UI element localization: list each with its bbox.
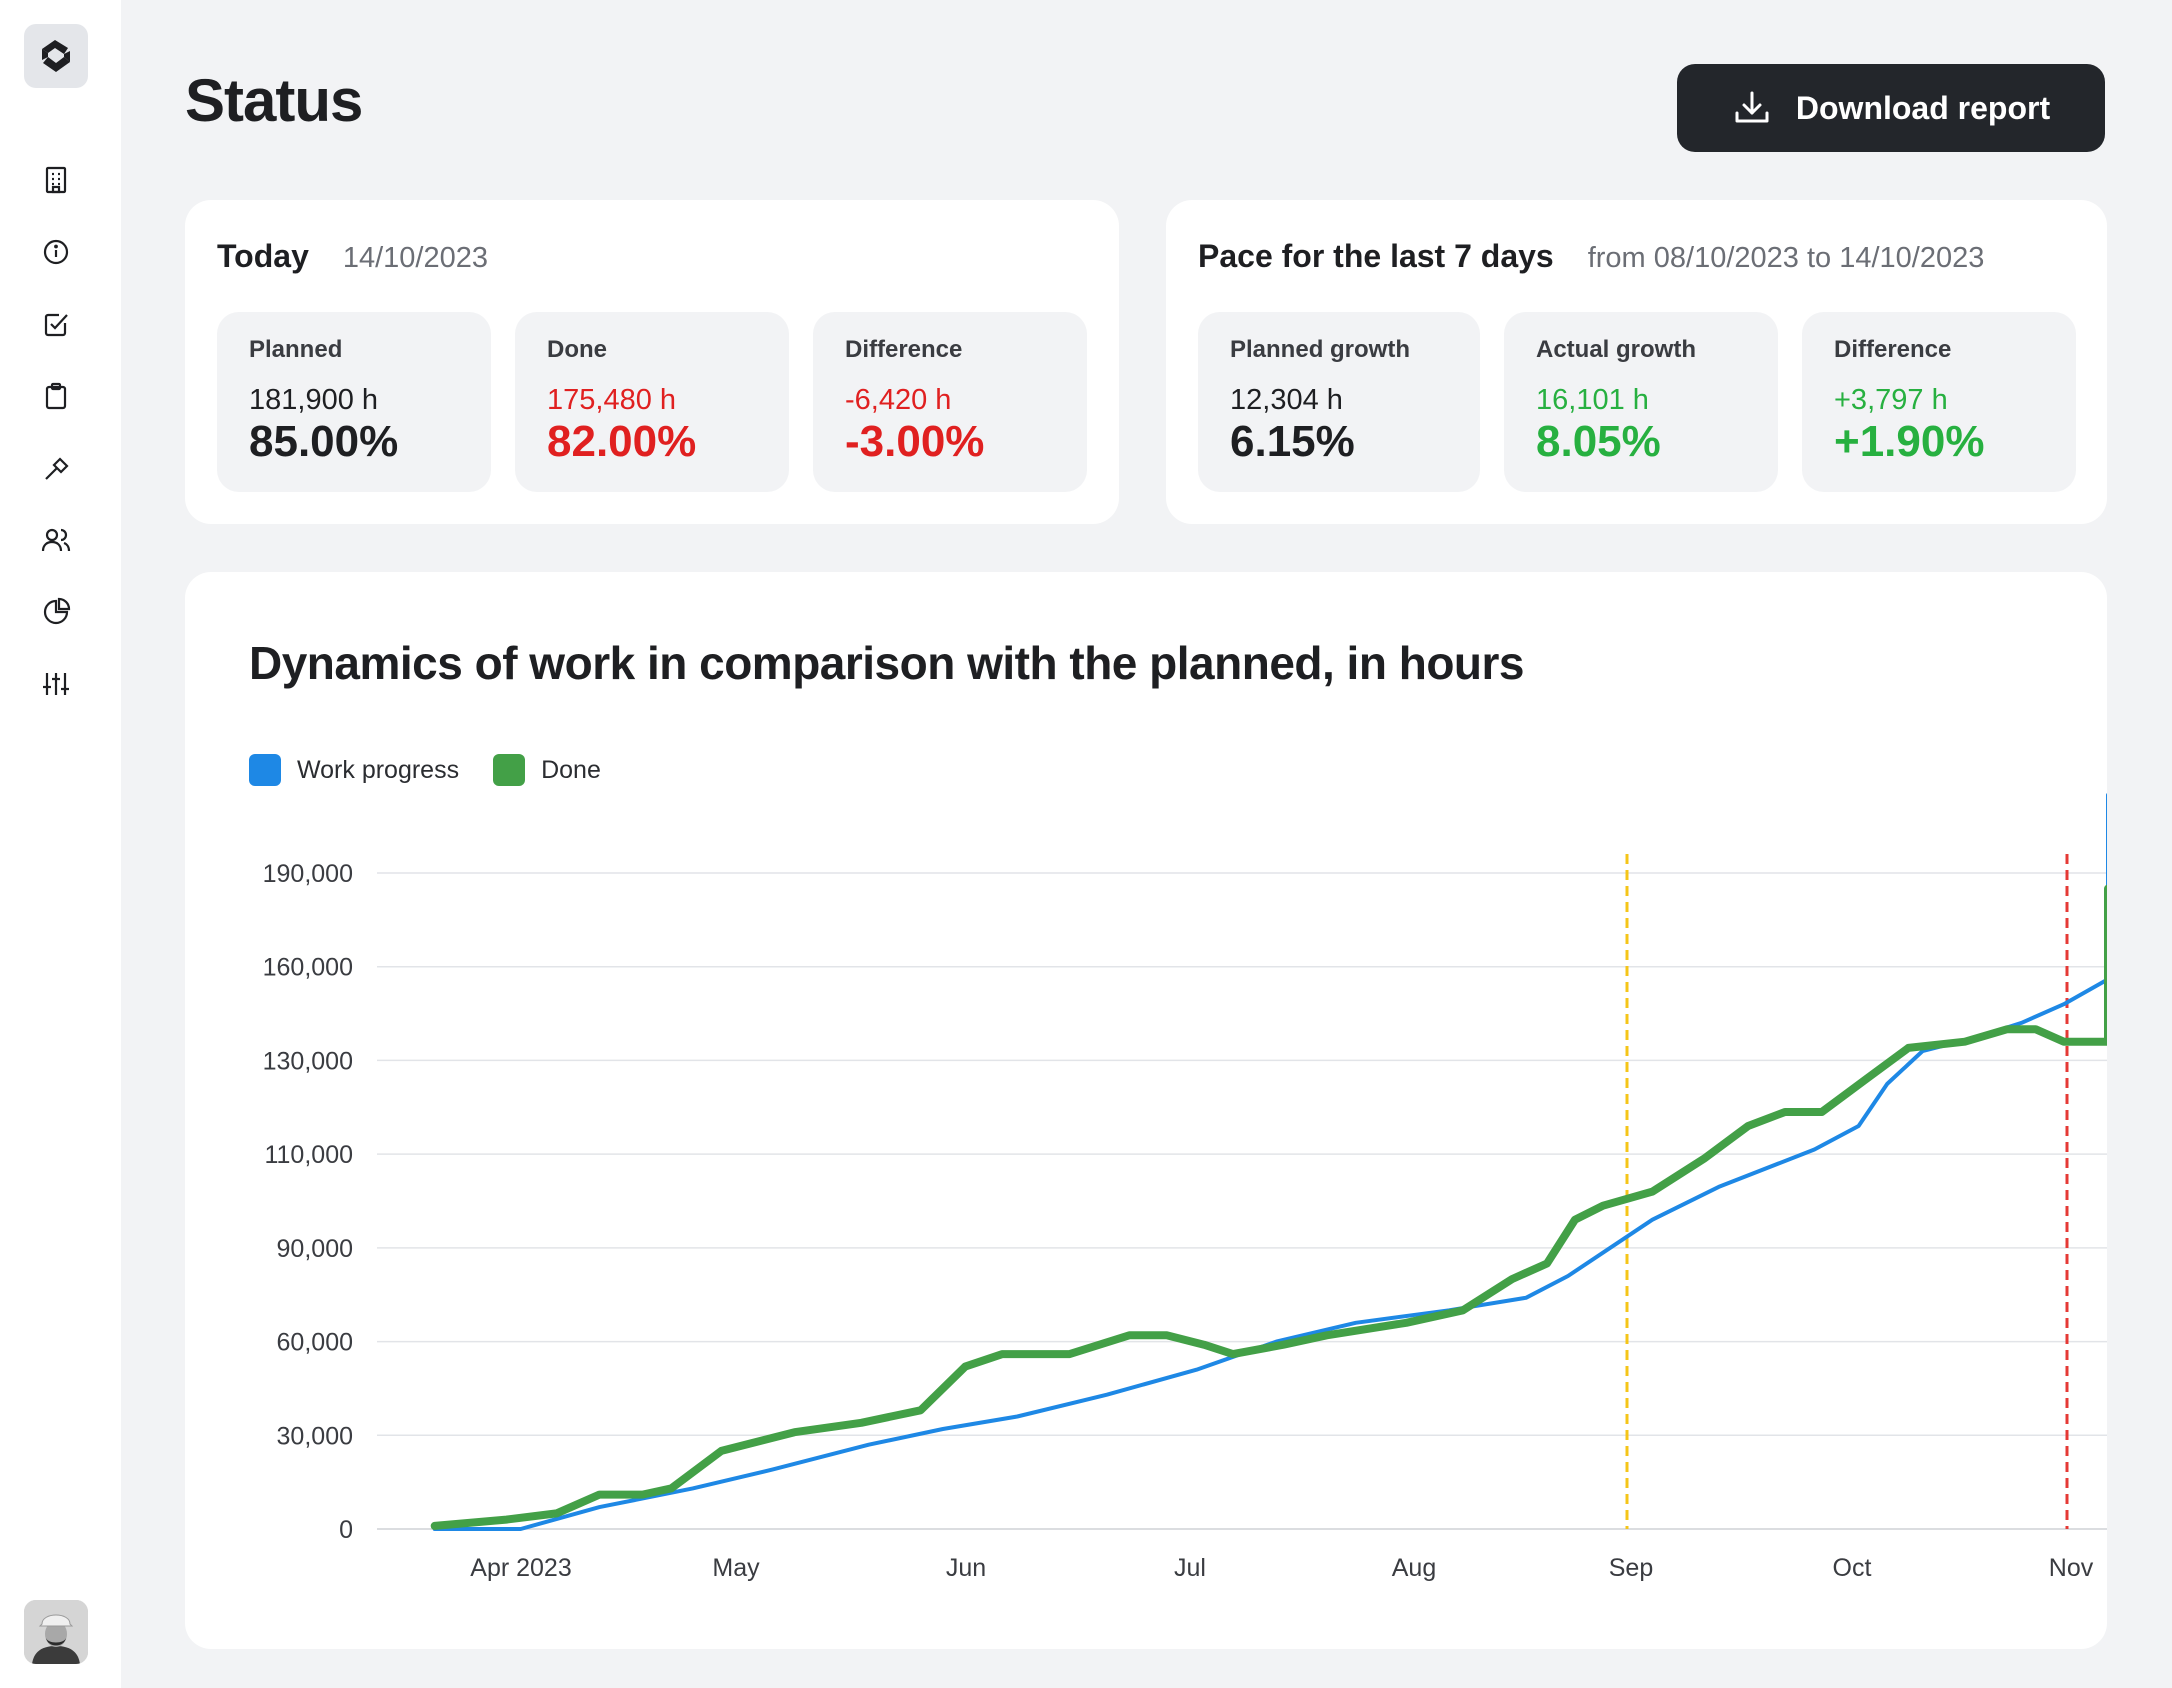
- download-report-button[interactable]: Download report: [1677, 64, 2105, 152]
- stat-percent: 8.05%: [1536, 417, 1661, 466]
- y-tick-label: 110,000: [264, 1141, 353, 1169]
- stat-planned: Planned 181,900 h 85.00%: [217, 312, 491, 492]
- sidebar-item-clipboard[interactable]: [36, 376, 76, 416]
- x-tick-label: Jul: [1174, 1554, 1206, 1582]
- main-content: Status Download report Today 14/10/2023 …: [121, 0, 2172, 1688]
- sidebar: [0, 0, 121, 1688]
- legend-label: Done: [541, 755, 601, 784]
- today-title: Today: [217, 238, 309, 274]
- stat-percent: 82.00%: [547, 417, 697, 466]
- work-progress-line: [432, 793, 2107, 1531]
- users-icon: [41, 528, 71, 552]
- y-tick-label: 130,000: [263, 1047, 353, 1075]
- pace-title: Pace for the last 7 days: [1198, 238, 1554, 274]
- stat-label: Actual growth: [1536, 336, 1696, 363]
- legend-work-progress[interactable]: Work progress: [249, 754, 459, 786]
- info-icon: [43, 239, 69, 265]
- stat-hours: 12,304 h: [1230, 384, 1343, 416]
- sidebar-item-analytics[interactable]: [36, 592, 76, 632]
- pace-range: from 08/10/2023 to 14/10/2023: [1587, 242, 1985, 274]
- stat-difference: Difference -6,420 h -3.00%: [813, 312, 1087, 492]
- chart-title: Dynamics of work in comparison with the …: [249, 637, 1525, 689]
- legend-done[interactable]: Done: [493, 754, 601, 786]
- stat-hours: 175,480 h: [547, 384, 677, 416]
- sidebar-item-tools[interactable]: [36, 448, 76, 488]
- legend-label: Work progress: [297, 755, 460, 784]
- stat-label: Done: [547, 336, 607, 363]
- stat-done: Done 175,480 h 82.00%: [515, 312, 789, 492]
- stat-hours: -6,420 h: [845, 384, 952, 416]
- sidebar-item-team[interactable]: [36, 520, 76, 560]
- y-tick-label: 30,000: [277, 1422, 353, 1450]
- stat-hours: 181,900 h: [249, 384, 379, 416]
- sidebar-item-buildings[interactable]: [36, 160, 76, 200]
- today-card: Today 14/10/2023 Planned 181,900 h 85.00…: [185, 200, 1119, 524]
- y-tick-label: 0: [339, 1516, 353, 1544]
- x-tick-label: Oct: [1833, 1554, 1872, 1582]
- x-tick-label: Nov: [2049, 1554, 2094, 1582]
- legend-swatch-blue: [249, 754, 281, 786]
- pace-card: Pace for the last 7 days from 08/10/2023…: [1166, 200, 2107, 524]
- stat-percent: +1.90%: [1834, 417, 1985, 466]
- download-button-label: Download report: [1795, 89, 2051, 126]
- pie-chart-icon: [43, 597, 71, 625]
- stat-label: Difference: [1834, 336, 1952, 363]
- clipboard-icon: [45, 382, 67, 410]
- stat-label: Difference: [845, 336, 963, 363]
- chart-legend: Work progress Done: [249, 754, 601, 786]
- stat-planned-growth: Planned growth 12,304 h 6.15%: [1198, 312, 1480, 492]
- logo-icon: [42, 40, 70, 72]
- line-chart: 0 30,000 60,000 90,000 110,000 130,000 160,000…: [263, 793, 2107, 1582]
- y-tick-label: 190,000: [263, 860, 353, 888]
- hammer-icon: [45, 457, 69, 480]
- x-tick-label: Aug: [1392, 1554, 1436, 1582]
- page-title: Status: [185, 67, 363, 134]
- chart-card: Dynamics of work in comparison with the …: [185, 572, 2107, 1649]
- sidebar-item-tasks[interactable]: [36, 304, 76, 344]
- today-date: 14/10/2023: [342, 242, 489, 274]
- app-logo[interactable]: [24, 24, 88, 88]
- stat-hours: +3,797 h: [1834, 384, 1948, 416]
- stat-label: Planned: [249, 336, 343, 363]
- stat-percent: 85.00%: [249, 417, 399, 466]
- download-icon: [1735, 91, 1769, 123]
- x-tick-label: Jun: [946, 1554, 986, 1582]
- x-tick-label: May: [712, 1554, 760, 1582]
- stat-actual-growth: Actual growth 16,101 h 8.05%: [1504, 312, 1778, 492]
- stat-label: Planned growth: [1230, 336, 1410, 363]
- stat-percent: 6.15%: [1230, 417, 1355, 466]
- x-tick-label: Sep: [1609, 1554, 1653, 1582]
- legend-swatch-green: [493, 754, 526, 786]
- x-tick-label: Apr 2023: [470, 1554, 571, 1582]
- y-tick-label: 60,000: [277, 1329, 353, 1357]
- avatar-photo: [24, 1600, 88, 1664]
- sidebar-item-settings[interactable]: [36, 664, 76, 704]
- y-tick-label: 160,000: [263, 954, 353, 982]
- checkbox-icon: [44, 313, 68, 337]
- done-line: [430, 884, 2107, 1530]
- stat-pace-difference: Difference +3,797 h +1.90%: [1802, 312, 2076, 492]
- sliders-icon: [43, 673, 69, 695]
- stat-hours: 16,101 h: [1536, 384, 1649, 416]
- user-avatar[interactable]: [24, 1600, 88, 1664]
- building-icon: [45, 166, 67, 194]
- sidebar-item-info[interactable]: [36, 232, 76, 272]
- y-tick-label: 90,000: [277, 1235, 353, 1263]
- stat-percent: -3.00%: [845, 417, 985, 466]
